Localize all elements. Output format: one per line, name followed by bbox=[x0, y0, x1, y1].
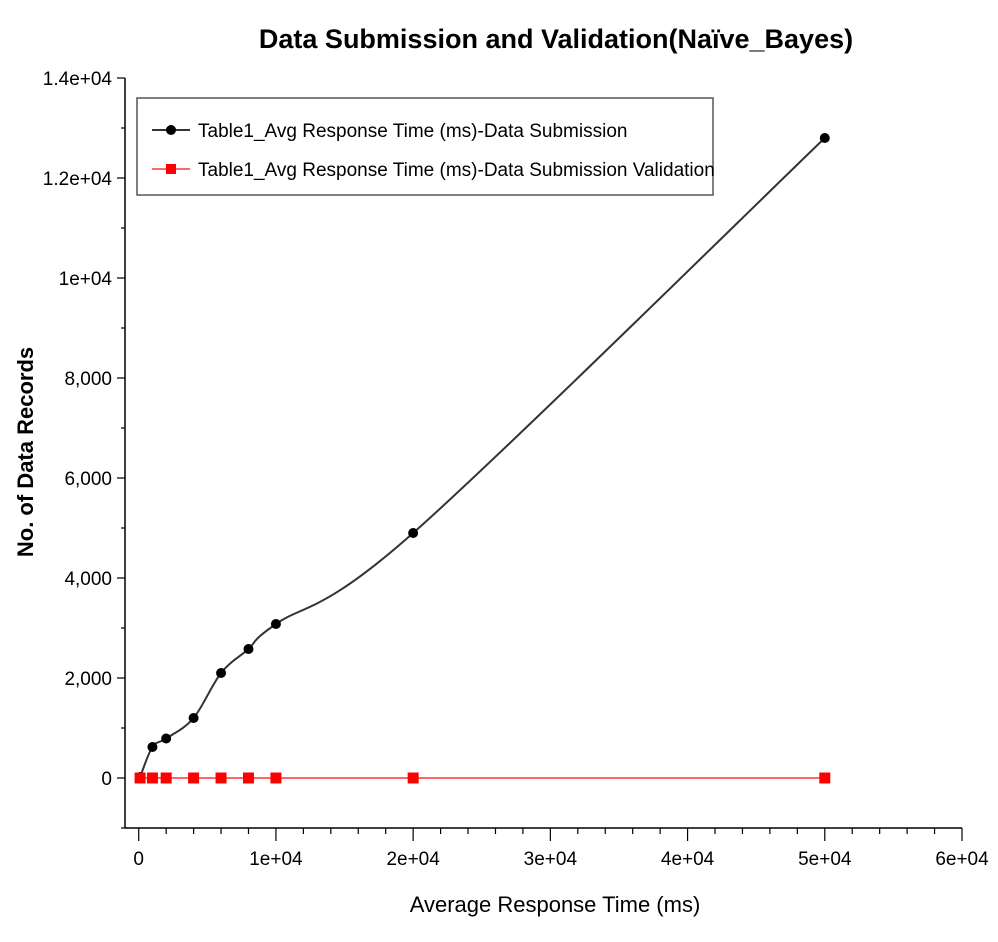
y-tick-label: 0 bbox=[101, 769, 112, 790]
legend-marker-validation bbox=[166, 164, 176, 174]
data-point bbox=[161, 733, 172, 744]
y-tick-label: 6,000 bbox=[64, 469, 112, 490]
series-1 bbox=[134, 772, 831, 784]
series-line-0 bbox=[139, 137, 826, 778]
data-point bbox=[188, 713, 199, 723]
x-tick-label: 4e+04 bbox=[661, 849, 715, 870]
legend-marker-submission bbox=[166, 125, 176, 135]
data-point bbox=[216, 668, 227, 678]
legend-box bbox=[136, 97, 714, 196]
legend-label-submission: Table1_Avg Response Time (ms)-Data Submi… bbox=[198, 121, 627, 142]
x-tick-label: 2e+04 bbox=[386, 849, 440, 870]
x-tick-label: 6e+04 bbox=[935, 849, 989, 870]
data-point bbox=[242, 772, 254, 784]
data-point bbox=[188, 772, 200, 784]
x-tick-label: 5e+04 bbox=[798, 849, 852, 870]
legend-label-validation: Table1_Avg Response Time (ms)-Data Submi… bbox=[198, 160, 715, 181]
axes: 0 2,000 4,000 6,000 8,000 1e+04 1.2e+04 1.4e+04… bbox=[43, 69, 989, 870]
data-point bbox=[819, 133, 830, 143]
y-tick-label: 8,000 bbox=[64, 369, 112, 390]
x-tick-label: 0 bbox=[133, 849, 144, 870]
chart-title: Data Submission and Validation(Naïve_Bay… bbox=[259, 24, 853, 54]
data-point bbox=[215, 772, 227, 784]
x-tick-label: 3e+04 bbox=[524, 849, 578, 870]
data-point bbox=[147, 742, 158, 752]
legend: Table1_Avg Response Time (ms)-Data Submi… bbox=[136, 97, 715, 196]
data-point bbox=[134, 772, 146, 784]
data-point bbox=[146, 772, 158, 784]
data-point bbox=[408, 528, 419, 538]
series-layer bbox=[134, 133, 831, 784]
y-tick-label: 1.2e+04 bbox=[43, 169, 113, 190]
data-point bbox=[243, 644, 254, 654]
y-tick-label: 4,000 bbox=[64, 569, 112, 590]
y-tick-label: 1.4e+04 bbox=[43, 69, 113, 90]
y-axis-title: No. of Data Records bbox=[13, 347, 38, 557]
y-tick-label: 2,000 bbox=[64, 669, 112, 690]
data-point bbox=[270, 619, 281, 629]
series-0 bbox=[135, 133, 830, 782]
x-tick-label: 1e+04 bbox=[249, 849, 303, 870]
data-point bbox=[270, 772, 282, 784]
data-point bbox=[819, 772, 831, 784]
data-point bbox=[407, 772, 419, 784]
x-axis-title: Average Response Time (ms) bbox=[410, 892, 701, 917]
y-tick-label: 1e+04 bbox=[59, 269, 113, 290]
data-point bbox=[160, 772, 172, 784]
